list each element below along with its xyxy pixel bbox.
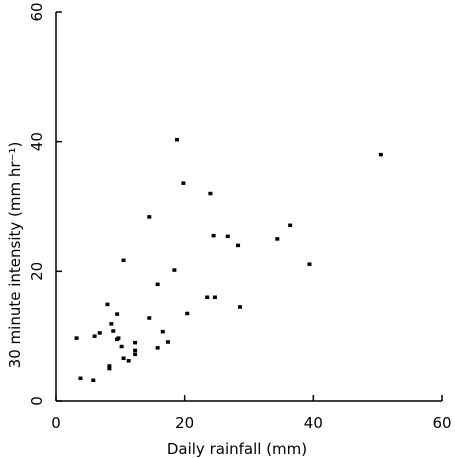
x-tick-label: 20 (175, 414, 194, 432)
x-tick-label: 40 (304, 414, 323, 432)
data-point (78, 376, 83, 381)
data-point (107, 366, 112, 371)
data-point (236, 243, 241, 248)
x-tick-label: 0 (51, 414, 61, 432)
data-point (105, 302, 110, 307)
data-point (172, 268, 177, 272)
data-point (107, 364, 112, 368)
data-point (181, 181, 186, 185)
y-tick-label: 40 (28, 132, 46, 151)
data-point (237, 305, 242, 309)
data-point (133, 352, 138, 357)
data-point (74, 336, 79, 340)
data-point (133, 348, 138, 353)
data-point (174, 137, 179, 142)
data-point (212, 295, 217, 300)
data-point (116, 336, 121, 340)
data-point (288, 223, 293, 228)
x-tick-label: 60 (432, 414, 451, 432)
data-point (378, 152, 383, 157)
data-point (155, 282, 160, 287)
y-tick-label: 20 (28, 262, 46, 281)
data-point (109, 322, 114, 326)
y-tick-label: 0 (28, 396, 46, 406)
data-point (160, 329, 165, 334)
x-axis-title: Daily rainfall (mm) (167, 440, 307, 458)
data-point (97, 331, 102, 335)
y-tick-label: 60 (28, 2, 46, 21)
data-point (165, 340, 170, 344)
data-point (126, 359, 131, 363)
data-point (121, 356, 126, 360)
data-point (155, 346, 160, 350)
data-point (115, 312, 120, 316)
data-point (91, 378, 96, 383)
data-point (133, 340, 138, 345)
data-point (185, 311, 190, 316)
data-point (225, 234, 230, 239)
data-point (205, 295, 210, 300)
data-point (208, 191, 213, 196)
data-point (211, 233, 216, 238)
data-point (119, 344, 124, 349)
y-axis-ticks: 0 20 40 60 (28, 2, 62, 406)
data-point (92, 334, 97, 338)
x-axis-ticks: 0 20 40 60 (51, 395, 452, 432)
data-point (307, 262, 312, 266)
data-point (121, 258, 126, 263)
y-axis-title: 30 minute intensity (mm hr⁻¹) (6, 142, 24, 369)
data-point (147, 215, 152, 219)
data-point (275, 237, 280, 241)
data-point (147, 316, 152, 320)
data-point (111, 329, 116, 333)
plot-area (74, 137, 383, 383)
